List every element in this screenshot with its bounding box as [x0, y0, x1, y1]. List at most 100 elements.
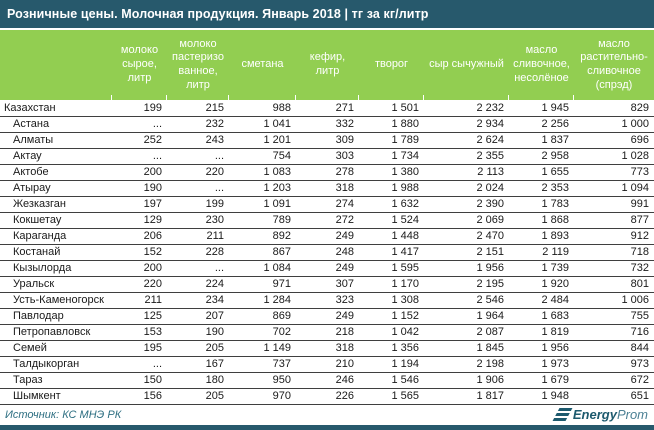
price-cell: 1 964: [424, 308, 509, 325]
price-cell: 2 484: [509, 292, 574, 309]
price-cell: 1 042: [359, 324, 424, 341]
price-table: молоко сырое, литр молоко пастеризо ванно…: [0, 30, 654, 405]
energyprom-logo: EnergyProm: [552, 408, 648, 421]
price-cell: 224: [167, 276, 229, 293]
price-cell: 1 734: [359, 148, 424, 165]
price-cell: 1 837: [509, 132, 574, 149]
price-cell: 332: [296, 116, 359, 133]
price-cell: 988: [229, 100, 296, 117]
price-cell: 1 880: [359, 116, 424, 133]
price-cell: 1 845: [424, 340, 509, 357]
table-row: Семей 195 205 1 149 318 1 356 1 845 1 956 844: [0, 340, 654, 357]
price-cell: 1 380: [359, 164, 424, 181]
price-cell: 1 655: [509, 164, 574, 181]
price-cell: ...: [112, 356, 167, 373]
logo-prom-text: Prom: [616, 407, 648, 422]
price-cell: 2 546: [424, 292, 509, 309]
price-cell: 195: [112, 340, 167, 357]
energyprom-wordmark: EnergyProm: [573, 408, 648, 421]
region-cell: Караганда: [0, 228, 112, 245]
price-cell: 1 308: [359, 292, 424, 309]
price-cell: 232: [167, 116, 229, 133]
column-header: сыр сычужный: [423, 30, 509, 100]
price-cell: 211: [112, 292, 167, 309]
price-cell: 1 203: [229, 180, 296, 197]
price-cell: 892: [229, 228, 296, 245]
price-cell: 156: [112, 388, 167, 405]
price-cell: 249: [296, 308, 359, 325]
price-cell: 754: [229, 148, 296, 165]
price-cell: 226: [296, 388, 359, 405]
price-cell: 696: [574, 132, 654, 149]
price-cell: 249: [296, 260, 359, 277]
price-cell: 309: [296, 132, 359, 149]
region-cell: Астана: [0, 116, 112, 133]
price-cell: 1 091: [229, 196, 296, 213]
energyprom-stripes-icon: [552, 408, 573, 421]
price-cell: 1 448: [359, 228, 424, 245]
region-cell: Талдыкорган: [0, 356, 112, 373]
table-row: Костанай 152 228 867 248 1 417 2 151 2 119 718: [0, 244, 654, 261]
price-cell: 1 170: [359, 276, 424, 293]
price-cell: 1 565: [359, 388, 424, 405]
price-cell: 323: [296, 292, 359, 309]
price-cell: 971: [229, 276, 296, 293]
price-cell: 2 069: [424, 212, 509, 229]
column-header: молоко сырое, литр: [111, 30, 167, 100]
price-cell: 970: [229, 388, 296, 405]
region-cell: Атырау: [0, 180, 112, 197]
table-row: Актобе 200 220 1 083 278 1 380 2 113 1 655 773: [0, 164, 654, 181]
table-row: Казахстан 199 215 988 271 1 501 2 232 1 945 829: [0, 100, 654, 117]
table-row: Уральск 220 224 971 307 1 170 2 195 1 920 801: [0, 276, 654, 293]
price-cell: 125: [112, 308, 167, 325]
price-cell: 2 353: [509, 180, 574, 197]
price-cell: 303: [296, 148, 359, 165]
price-cell: 1 524: [359, 212, 424, 229]
table-row: Шымкент 156 205 970 226 1 565 1 817 1 948 651: [0, 388, 654, 405]
price-cell: 716: [574, 324, 654, 341]
price-cell: 844: [574, 340, 654, 357]
region-cell: Актау: [0, 148, 112, 165]
title-bar: Розничные цены. Молочная продукция. Янва…: [0, 0, 654, 28]
price-cell: 1 501: [359, 100, 424, 117]
price-cell: 991: [574, 196, 654, 213]
table-row: Павлодар 125 207 869 249 1 152 1 964 1 683 755: [0, 308, 654, 325]
divider: [0, 28, 654, 30]
price-cell: 672: [574, 372, 654, 389]
price-cell: 1 988: [359, 180, 424, 197]
price-cell: 230: [167, 212, 229, 229]
price-cell: 2 958: [509, 148, 574, 165]
price-cell: 755: [574, 308, 654, 325]
price-cell: 215: [167, 100, 229, 117]
price-cell: 2 087: [424, 324, 509, 341]
price-cell: 1 893: [509, 228, 574, 245]
price-cell: 651: [574, 388, 654, 405]
price-cell: 1 000: [574, 116, 654, 133]
price-cell: 278: [296, 164, 359, 181]
price-cell: 2 119: [509, 244, 574, 261]
price-cell: 197: [112, 196, 167, 213]
price-cell: 200: [112, 260, 167, 277]
price-cell: 199: [167, 196, 229, 213]
price-cell: ...: [112, 148, 167, 165]
region-cell: Павлодар: [0, 308, 112, 325]
column-header: творог: [358, 30, 424, 100]
price-cell: ...: [167, 180, 229, 197]
region-cell: Шымкент: [0, 388, 112, 405]
price-cell: 1 973: [509, 356, 574, 373]
region-cell: Тараз: [0, 372, 112, 389]
price-cell: 2 232: [424, 100, 509, 117]
price-cell: 2 256: [509, 116, 574, 133]
bottom-bar: [0, 424, 654, 430]
price-cell: 1 956: [424, 260, 509, 277]
price-cell: 205: [167, 388, 229, 405]
price-cell: 718: [574, 244, 654, 261]
price-cell: 271: [296, 100, 359, 117]
table-row: Кызылорда 200... 1 084 249 1 595 1 956 1 739 73…: [0, 260, 654, 277]
price-cell: 200: [112, 164, 167, 181]
price-cell: 153: [112, 324, 167, 341]
price-cell: 220: [167, 164, 229, 181]
price-cell: 1 868: [509, 212, 574, 229]
price-cell: 1 739: [509, 260, 574, 277]
